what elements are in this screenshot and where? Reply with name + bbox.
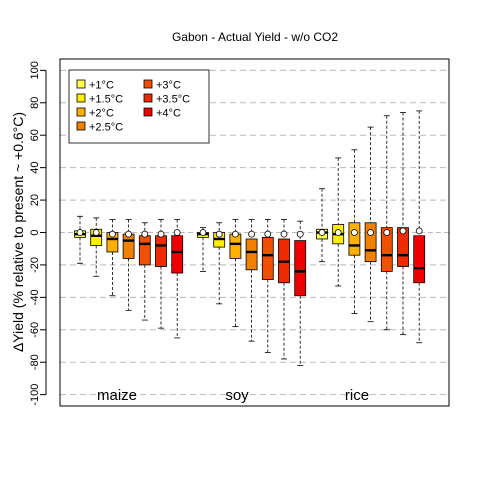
y-tick-label: -100 <box>29 384 41 406</box>
mean-marker <box>126 231 132 237</box>
mean-marker <box>174 230 180 236</box>
box-maize-5 <box>156 236 167 267</box>
box-rice-2 <box>349 223 360 255</box>
y-tick-label: -80 <box>29 354 41 370</box>
box-rice-6 <box>414 236 425 283</box>
legend-label: +1°C <box>89 80 114 92</box>
legend-label: +3.5°C <box>156 94 190 106</box>
y-tick-label: 0 <box>29 229 41 235</box>
legend-swatch <box>77 94 85 102</box>
mean-marker <box>249 231 255 237</box>
box-soy-6 <box>295 241 306 296</box>
legend-swatch <box>144 80 152 88</box>
mean-marker <box>400 228 406 234</box>
legend-swatch <box>77 80 85 88</box>
mean-marker <box>351 230 357 236</box>
legend-label: +1.5°C <box>89 94 123 106</box>
y-tick-label: 100 <box>29 61 41 79</box>
mean-marker <box>77 230 83 236</box>
group-labels: maize soy rice <box>97 387 369 404</box>
mean-marker <box>232 231 238 237</box>
y-axis-label: ΔYield (% relative to present ~ +0.6°C) <box>10 112 26 352</box>
mean-marker <box>216 231 222 237</box>
box-maize-3 <box>123 234 134 258</box>
box-soy-2 <box>230 234 241 258</box>
legend-swatch <box>77 108 85 116</box>
mean-marker <box>93 230 99 236</box>
y-tick-label: -40 <box>29 289 41 305</box>
mean-marker <box>142 231 148 237</box>
y-axis: -100 -80 -60 -40 -20 0 20 40 60 80 100 <box>29 61 46 405</box>
mean-marker <box>416 228 422 234</box>
y-tick-label: 20 <box>29 194 41 206</box>
mean-marker <box>109 231 115 237</box>
legend-swatch <box>144 94 152 102</box>
group-label-soy: soy <box>225 387 249 404</box>
y-tick-label: -20 <box>29 257 41 273</box>
mean-marker <box>281 231 287 237</box>
y-tick-label: 80 <box>29 97 41 109</box>
group-label-rice: rice <box>345 387 369 404</box>
mean-marker <box>265 231 271 237</box>
legend-swatch <box>77 122 85 130</box>
legend-label: +4°C <box>156 108 181 120</box>
legend-label: +3°C <box>156 80 181 92</box>
y-tick-label: 40 <box>29 162 41 174</box>
mean-marker <box>319 230 325 236</box>
legend-label: +2°C <box>89 108 114 120</box>
box-maize-6 <box>172 236 183 273</box>
boxes <box>75 111 425 366</box>
y-tick-label: -60 <box>29 322 41 338</box>
mean-marker <box>384 230 390 236</box>
box-maize-4 <box>139 236 150 265</box>
legend: +1°C +1.5°C +2°C +2.5°C +3°C +3.5°C +4°C <box>69 70 209 143</box>
mean-marker <box>200 230 206 236</box>
box-rice-3 <box>365 223 376 262</box>
mean-marker <box>335 230 341 236</box>
box-soy-4 <box>262 237 273 279</box>
box-soy-3 <box>246 239 257 270</box>
group-label-maize: maize <box>97 387 137 404</box>
y-tick-label: 60 <box>29 129 41 141</box>
mean-marker <box>368 230 374 236</box>
legend-swatch <box>144 108 152 116</box>
mean-marker <box>297 231 303 237</box>
mean-marker <box>158 231 164 237</box>
chart-title: Gabon - Actual Yield - w/o CO2 <box>172 30 338 44</box>
legend-label: +2.5°C <box>89 122 123 134</box>
